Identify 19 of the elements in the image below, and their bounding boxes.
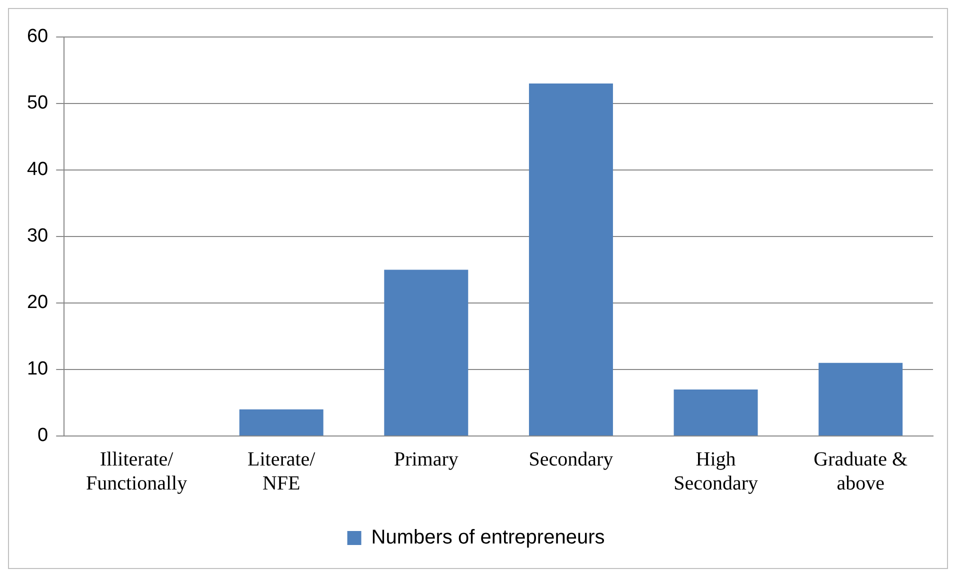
- y-tick-label: 50: [26, 92, 48, 114]
- bar: [528, 84, 613, 436]
- y-tick-label: 30: [26, 226, 48, 247]
- x-tick-label: Graduate & above: [814, 448, 908, 494]
- x-tick-label: Literate/ NFE: [247, 448, 316, 494]
- y-tick-label: 60: [26, 26, 48, 48]
- x-tick-label: High Secondary: [674, 448, 758, 494]
- x-tick-label: Primary: [394, 448, 458, 470]
- bar: [818, 362, 903, 436]
- y-tick-label: 20: [26, 292, 48, 314]
- y-tick-label: 40: [26, 159, 48, 180]
- bar: [674, 389, 758, 436]
- x-tick-label: Illiterate/ Functionally: [86, 448, 188, 494]
- bar: [239, 409, 324, 436]
- x-tick-label: Secondary: [528, 448, 614, 470]
- bar: [384, 270, 468, 436]
- legend-label: Numbers of entrepreneurs: [371, 526, 605, 549]
- y-tick-label: 0: [38, 425, 48, 446]
- y-tick-label: 10: [26, 358, 48, 380]
